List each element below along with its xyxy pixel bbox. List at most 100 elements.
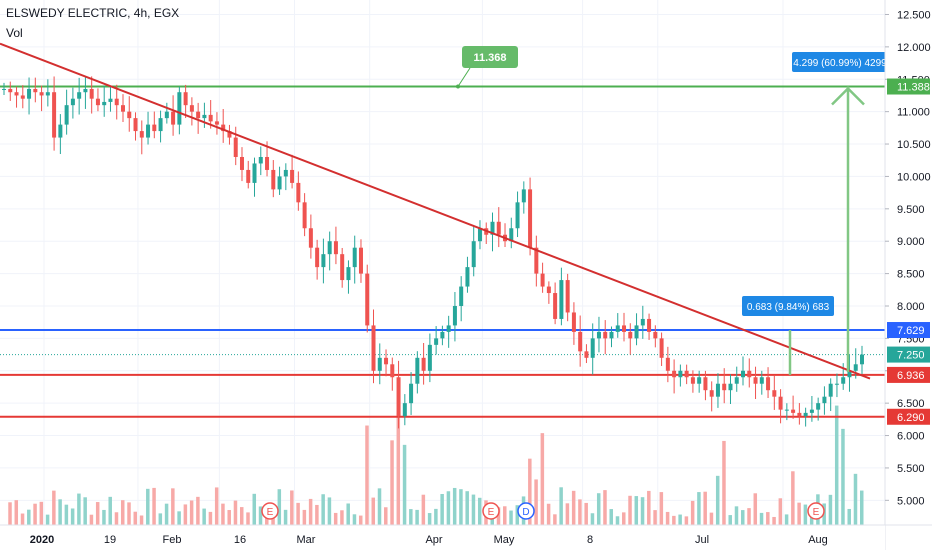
price-label-box[interactable] bbox=[887, 408, 930, 425]
y-tick-label: 8.000 bbox=[897, 301, 925, 313]
event-label: E bbox=[488, 507, 495, 518]
volume-bar bbox=[791, 471, 795, 525]
volume-bar bbox=[747, 508, 751, 525]
symbol-title[interactable]: ELSWEDY ELECTRIC, 4h, EGX bbox=[6, 6, 180, 20]
volume-bar bbox=[653, 510, 657, 525]
candle-body bbox=[728, 383, 733, 391]
volume-bars bbox=[8, 405, 864, 525]
candle-body bbox=[158, 118, 163, 132]
event-marker[interactable] bbox=[517, 502, 535, 520]
price-label-box[interactable] bbox=[887, 366, 930, 383]
measure-arrowhead-large bbox=[831, 86, 865, 106]
event-label: E bbox=[267, 507, 274, 518]
volume-bar bbox=[83, 497, 87, 525]
candle-body bbox=[177, 92, 182, 125]
volume-bar bbox=[358, 515, 363, 525]
time-axis[interactable]: 2020 19 Feb 16 Mar Apr May 8 Jul Aug bbox=[0, 524, 932, 550]
callout-pointer bbox=[457, 67, 471, 87]
volume-bar bbox=[784, 514, 789, 525]
volume-bar bbox=[396, 412, 401, 525]
candle-body bbox=[465, 267, 470, 287]
candle-body bbox=[791, 409, 796, 413]
candle-body bbox=[553, 293, 558, 319]
price-label-box[interactable] bbox=[887, 322, 930, 339]
candle-body bbox=[834, 383, 839, 385]
volume-bar bbox=[772, 516, 776, 525]
candle-body bbox=[665, 357, 670, 371]
candle-body bbox=[697, 377, 702, 384]
y-tick-label: 12.500 bbox=[897, 9, 931, 21]
volume-bar bbox=[797, 502, 801, 525]
volume-bar bbox=[365, 425, 369, 525]
volume-bar bbox=[227, 510, 231, 525]
x-tick-label: 8 bbox=[587, 534, 593, 546]
candle-body bbox=[684, 370, 689, 378]
candle-body bbox=[628, 331, 633, 339]
candle-body bbox=[797, 412, 802, 417]
volume-bar bbox=[346, 503, 350, 525]
candle-body bbox=[164, 111, 169, 119]
trendline[interactable] bbox=[0, 42, 871, 380]
volume-bar bbox=[177, 511, 181, 525]
event-marker[interactable] bbox=[482, 502, 500, 520]
volume-bar bbox=[559, 487, 563, 525]
candle-body bbox=[95, 98, 100, 106]
candle-body bbox=[853, 364, 858, 371]
volume-bar bbox=[728, 515, 732, 525]
candle-body bbox=[690, 377, 695, 384]
candle-body bbox=[603, 331, 608, 339]
volume-bar bbox=[58, 499, 62, 525]
price-label-box[interactable] bbox=[887, 346, 930, 363]
volume-bar bbox=[95, 502, 100, 525]
candle-body bbox=[703, 377, 708, 391]
volume-bar bbox=[822, 503, 826, 525]
volume-bar bbox=[753, 493, 758, 525]
candle-body bbox=[471, 241, 476, 268]
volume-bar bbox=[33, 503, 37, 525]
candle-body bbox=[64, 105, 69, 125]
x-tick-label: 16 bbox=[234, 534, 246, 546]
volume-bar bbox=[622, 512, 626, 525]
candle-body bbox=[346, 267, 351, 281]
volume-label[interactable]: Vol bbox=[6, 26, 23, 40]
candle-body bbox=[609, 331, 614, 339]
measure-box-small[interactable] bbox=[742, 296, 834, 316]
volume-bar bbox=[509, 510, 513, 525]
candle-body bbox=[114, 98, 119, 106]
volume-bar bbox=[665, 511, 670, 525]
price-label-box[interactable] bbox=[887, 78, 930, 95]
volume-bar bbox=[766, 512, 770, 525]
candle-body bbox=[308, 228, 313, 248]
event-marker[interactable] bbox=[807, 502, 825, 520]
price-axis[interactable]: 12.50012.00011.50011.00010.50010.0009.50… bbox=[884, 0, 932, 550]
volume-bar bbox=[239, 507, 244, 525]
measure-box-large[interactable] bbox=[792, 52, 888, 72]
event-marker[interactable] bbox=[261, 502, 279, 520]
volume-bar bbox=[102, 509, 106, 525]
candle-body bbox=[283, 169, 288, 177]
volume-bar bbox=[252, 493, 257, 525]
candle-body bbox=[20, 95, 25, 99]
volume-bar bbox=[277, 489, 282, 525]
candle-body bbox=[277, 176, 282, 190]
callout-box[interactable] bbox=[462, 46, 518, 68]
candle-body bbox=[647, 318, 652, 332]
x-tick-label: Mar bbox=[297, 534, 316, 546]
candle-body bbox=[221, 124, 226, 132]
volume-bar bbox=[828, 494, 833, 525]
price-label-text: 7.250 bbox=[897, 350, 925, 362]
candle-body bbox=[214, 121, 219, 125]
measure-tools[interactable]: 11.368 4.299 (60.99%) 4299 0.683 (9.84%) 6… bbox=[456, 46, 888, 375]
candle-body bbox=[640, 318, 645, 326]
candle-body bbox=[189, 105, 194, 112]
volume-bar bbox=[697, 492, 701, 525]
volume-bar bbox=[258, 506, 263, 525]
trendline-line[interactable] bbox=[0, 42, 871, 380]
volume-bar bbox=[321, 494, 325, 525]
candle-body bbox=[634, 325, 639, 339]
x-tick-label: Jul bbox=[695, 534, 709, 546]
volume-bar bbox=[89, 514, 94, 525]
volume-bar bbox=[108, 496, 112, 525]
